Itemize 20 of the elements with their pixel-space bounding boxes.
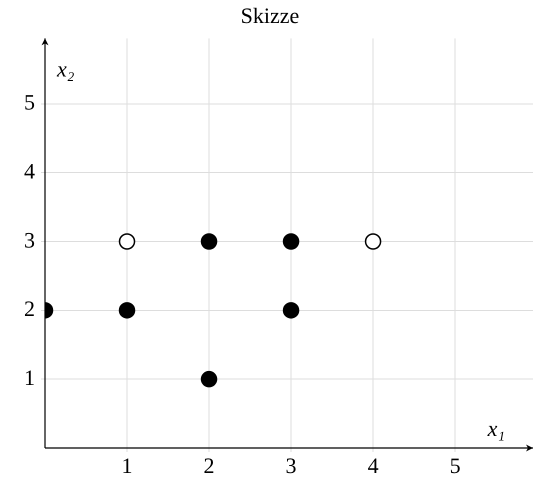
y-axis-title: x₂ xyxy=(56,56,75,82)
y-tick-label: 4 xyxy=(24,158,35,184)
y-tick-label: 5 xyxy=(24,90,35,115)
chart-title: Skizze xyxy=(240,2,300,28)
x-tick-label: 2 xyxy=(204,452,215,478)
point xyxy=(282,302,300,319)
x-tick-label: 4 xyxy=(368,452,379,478)
x-axis-title: x₁ xyxy=(486,416,505,441)
x-tick-label: 5 xyxy=(450,452,461,478)
x-tick-label: 1 xyxy=(122,452,133,478)
point xyxy=(200,233,218,250)
y-tick-label: 1 xyxy=(24,364,35,390)
y-tick-label: 3 xyxy=(24,227,35,252)
y-tick-label: 2 xyxy=(24,296,35,322)
point xyxy=(118,233,136,250)
point xyxy=(364,233,382,250)
point xyxy=(282,233,300,250)
x-tick-label: 3 xyxy=(286,452,297,478)
point xyxy=(118,302,136,319)
point xyxy=(200,370,218,388)
